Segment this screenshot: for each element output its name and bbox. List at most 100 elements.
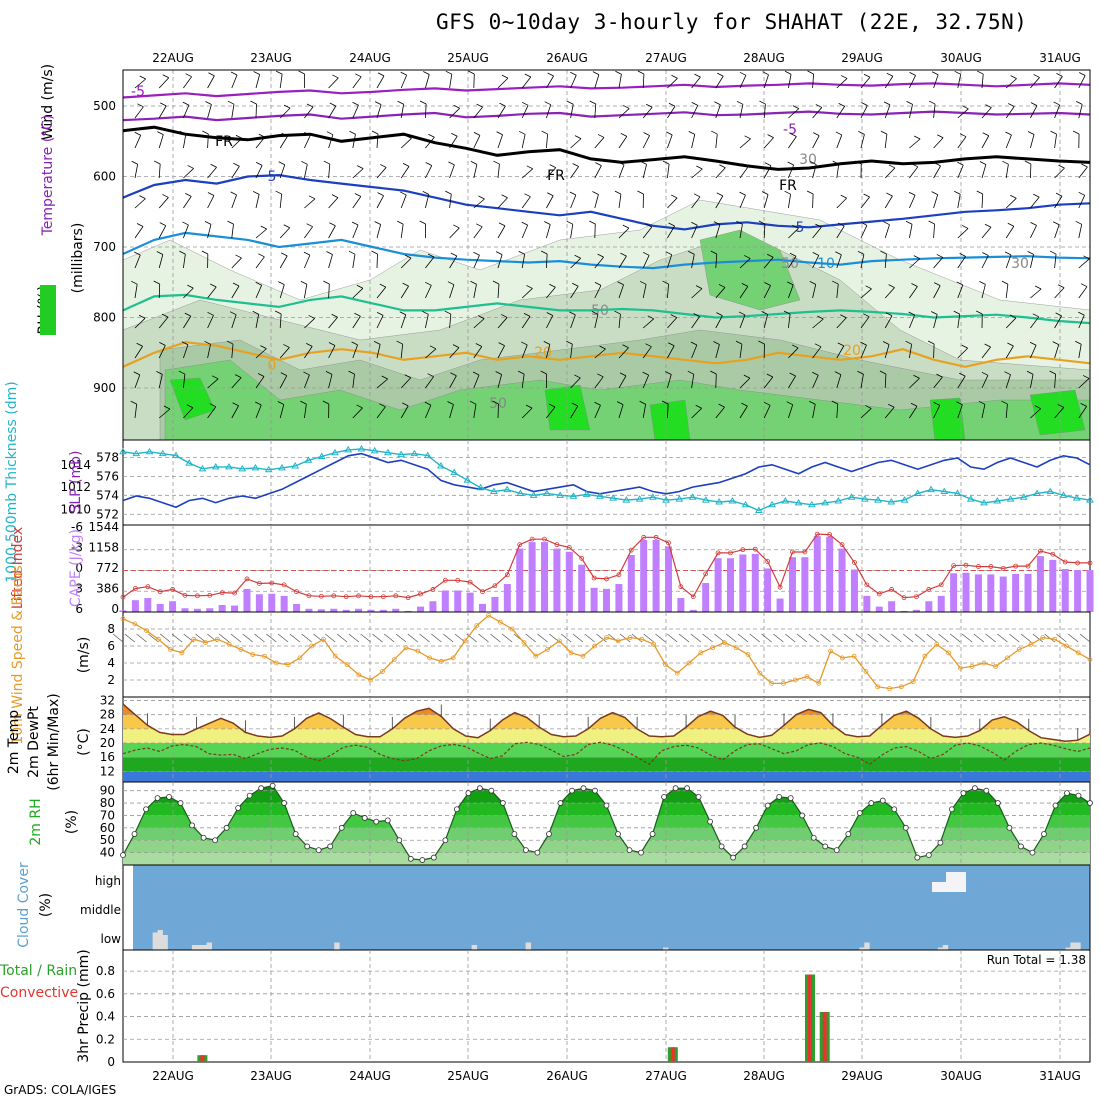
wind-barb — [812, 164, 817, 179]
wind-barb — [618, 255, 627, 269]
wind-barb — [304, 226, 313, 239]
rh-marker — [971, 785, 978, 792]
cape-bar — [206, 608, 214, 612]
surface-wind-barb — [431, 633, 442, 643]
wind-barb — [884, 287, 895, 299]
wind-barb — [521, 344, 528, 359]
wind-barb — [473, 318, 485, 329]
wind-barb — [134, 284, 138, 299]
thickness-marker — [185, 459, 194, 466]
wind-barb — [1005, 226, 1015, 239]
wind-barb-flag — [526, 285, 533, 289]
wind-barb-flag — [696, 165, 703, 170]
wind-barb — [909, 166, 919, 179]
surface-wind-barb — [159, 633, 171, 643]
wind-barb — [158, 316, 169, 329]
wind-barb — [836, 106, 845, 119]
wind-barb — [788, 404, 794, 419]
li-marker — [256, 581, 262, 586]
wind-barb — [134, 198, 146, 209]
thickness-marker — [595, 492, 604, 499]
wind-barb — [231, 137, 243, 149]
temp-tick-label: 12 — [100, 764, 115, 778]
wind-barb-flag — [351, 341, 358, 346]
thickness-marker — [304, 456, 313, 463]
wind-barb-flag — [447, 401, 454, 405]
wind-barb — [279, 107, 291, 119]
wind-barb-flag — [758, 220, 766, 225]
thickness-marker — [397, 450, 406, 458]
wind-barb — [884, 315, 893, 329]
wind-barb — [231, 74, 238, 89]
surface-wind-barb — [395, 633, 407, 643]
li-marker — [814, 531, 820, 537]
thickness-marker — [516, 489, 525, 496]
wind-barb — [521, 316, 531, 329]
wind-barb-flag — [835, 131, 842, 136]
wind-barb-flag — [429, 345, 437, 350]
thickness-marker — [437, 462, 445, 469]
wind-barb — [570, 405, 579, 419]
wind-barb-flag — [153, 160, 161, 165]
wind-barb-flag — [670, 314, 677, 318]
wind-speed-marker — [993, 664, 999, 669]
wind-barb — [1078, 195, 1086, 209]
surface-wind-barb — [136, 633, 147, 643]
wind-barb — [1054, 407, 1065, 419]
surface-wind-barb — [525, 633, 536, 643]
wind-barb — [473, 404, 477, 419]
wind-speed-marker — [214, 636, 220, 642]
li-marker — [740, 547, 746, 553]
wind-speed-marker — [757, 670, 763, 676]
cape-bar — [751, 553, 759, 612]
wind-speed-marker — [710, 645, 716, 651]
wind-barb — [207, 315, 214, 329]
wind-barb — [376, 378, 388, 389]
wind-barb-flag — [526, 165, 533, 170]
wind-barb-flag — [857, 250, 865, 255]
wind-barb-flag — [356, 404, 363, 409]
wind-barb-flag — [544, 221, 551, 225]
wind-speed-marker — [686, 660, 692, 666]
surface-wind-barb — [112, 633, 124, 643]
surface-wind-barb — [832, 633, 843, 643]
wind-barb-flag — [693, 193, 701, 198]
wind-barb-flag — [419, 100, 427, 105]
thickness-marker — [251, 463, 260, 471]
temp-band — [123, 757, 1090, 772]
day-label-top: 30AUG — [940, 51, 982, 65]
wind-barb-flag — [976, 190, 983, 195]
wind-barb-flag — [453, 104, 460, 109]
precip-tick-label: 0.4 — [96, 1010, 115, 1024]
rh-marker — [569, 787, 575, 794]
wind-barb-flag — [521, 341, 528, 346]
wind-barb — [570, 344, 573, 359]
temperature-axis-label: Temperature (°C) — [40, 115, 56, 237]
wind-barb-flag — [735, 340, 743, 345]
wind-barb-flag — [767, 253, 774, 258]
wind-barb-flag — [275, 70, 283, 75]
wind-barb — [400, 104, 405, 119]
wind-barb-flag — [179, 130, 187, 135]
wind-barb-flag — [719, 164, 726, 169]
rh-tick-label: 90 — [100, 784, 115, 798]
wind-barb-flag — [933, 402, 940, 406]
wind-barb-flag — [961, 225, 969, 229]
li-marker — [157, 589, 163, 595]
wind-barb-flag — [645, 343, 652, 348]
wind-barb-flag — [549, 164, 556, 168]
thickness-tick-label: 572 — [96, 507, 119, 521]
wind-barb — [981, 164, 987, 179]
surface-wind-barb — [277, 633, 289, 643]
wind-barb-flag — [831, 400, 838, 405]
rh-marker — [925, 852, 932, 858]
cape-bar — [603, 588, 610, 612]
cape-bar — [640, 539, 648, 612]
rh-marker — [603, 802, 610, 809]
wind-barb-flag — [450, 252, 457, 257]
thickness-marker — [476, 483, 485, 491]
li-marker — [405, 595, 411, 601]
wind-barb — [546, 344, 551, 359]
wind-barb — [400, 344, 404, 359]
thickness-tick-label: 578 — [96, 450, 119, 464]
